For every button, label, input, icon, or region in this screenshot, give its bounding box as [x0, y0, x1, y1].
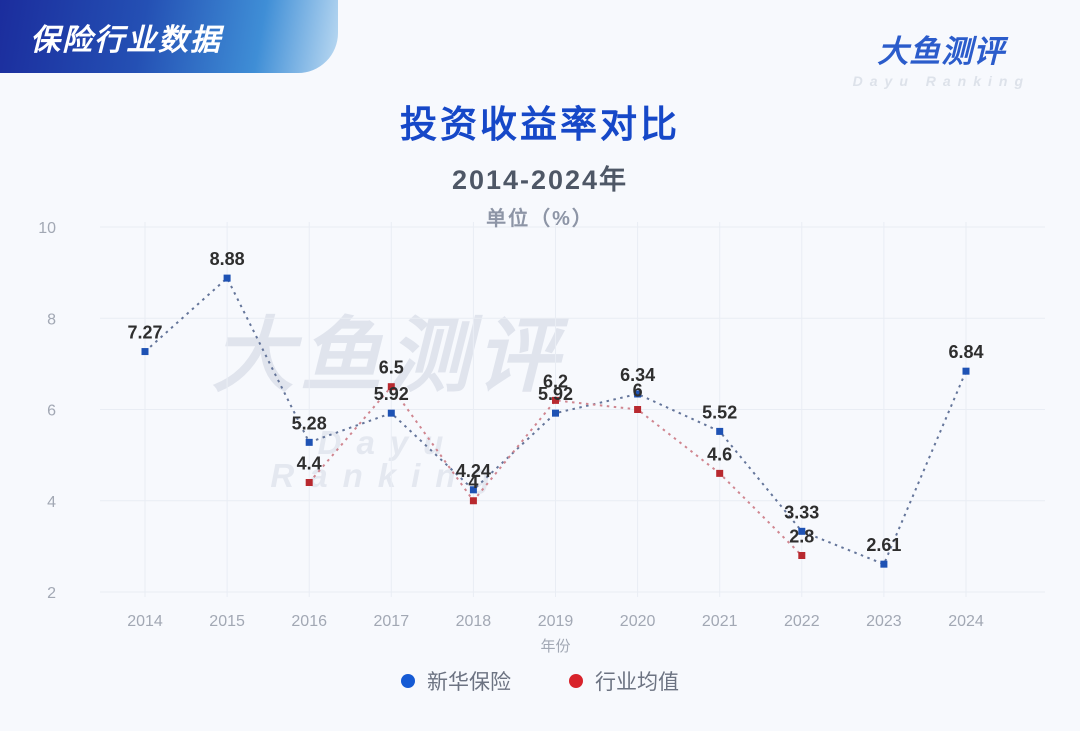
- svg-text:2.61: 2.61: [866, 535, 901, 555]
- svg-text:2023: 2023: [866, 613, 902, 630]
- watermark-subtext: Dayu Ranking: [270, 424, 506, 494]
- svg-text:4.24: 4.24: [456, 461, 491, 481]
- svg-text:8: 8: [47, 311, 56, 328]
- chart-legend: 新华保险 行业均值: [0, 666, 1080, 696]
- svg-text:2021: 2021: [702, 613, 738, 630]
- svg-text:2015: 2015: [209, 613, 245, 630]
- chart-title: 投资收益率对比: [400, 104, 680, 145]
- brand-logo: 大鱼测评 Dayu Ranking: [853, 26, 1030, 89]
- chart-subtitle: 2014-2024年: [451, 165, 629, 195]
- svg-text:10: 10: [38, 220, 56, 237]
- svg-text:4.6: 4.6: [707, 444, 732, 464]
- svg-text:2016: 2016: [291, 613, 327, 630]
- brand-logo-subtext: Dayu Ranking: [852, 73, 1030, 89]
- svg-text:3.33: 3.33: [784, 502, 819, 522]
- svg-text:2024: 2024: [948, 613, 984, 630]
- svg-text:6.5: 6.5: [379, 358, 404, 378]
- svg-text:6.34: 6.34: [620, 365, 655, 385]
- svg-text:2022: 2022: [784, 613, 820, 630]
- svg-text:6: 6: [633, 381, 643, 401]
- svg-text:6: 6: [47, 403, 56, 420]
- svg-text:2.8: 2.8: [789, 527, 814, 547]
- svg-text:2: 2: [47, 585, 56, 602]
- chart-unit-label: 单位（%）: [486, 208, 594, 230]
- svg-text:4.4: 4.4: [297, 454, 322, 474]
- legend-item-xinhua: 新华保险: [401, 666, 511, 696]
- svg-text:4: 4: [47, 494, 56, 511]
- svg-text:5.52: 5.52: [702, 402, 737, 422]
- svg-text:2014: 2014: [127, 613, 163, 630]
- svg-text:4: 4: [468, 472, 478, 492]
- legend-item-industry: 行业均值: [569, 666, 679, 696]
- watermark: 大鱼测评 Dayu Ranking: [192, 311, 584, 494]
- header-badge: 保险行业数据: [0, 0, 338, 73]
- legend-dot-blue: [401, 674, 415, 688]
- svg-text:5.92: 5.92: [374, 384, 409, 404]
- svg-text:5.92: 5.92: [538, 384, 573, 404]
- svg-text:2020: 2020: [620, 613, 656, 630]
- legend-label-industry: 行业均值: [595, 671, 679, 694]
- svg-text:6.2: 6.2: [543, 371, 568, 391]
- svg-text:2017: 2017: [374, 613, 410, 630]
- svg-text:2018: 2018: [456, 613, 492, 630]
- legend-dot-red: [569, 674, 583, 688]
- svg-text:年份: 年份: [540, 638, 570, 655]
- brand-logo-text: 大鱼测评: [877, 34, 1006, 69]
- watermark-text: 大鱼测评: [212, 311, 564, 402]
- svg-text:6.84: 6.84: [948, 342, 983, 362]
- svg-text:8.88: 8.88: [210, 249, 245, 269]
- legend-label-xinhua: 新华保险: [427, 671, 511, 694]
- header-badge-label: 保险行业数据: [30, 23, 222, 57]
- svg-text:7.27: 7.27: [127, 323, 162, 343]
- svg-text:5.28: 5.28: [292, 413, 327, 433]
- svg-text:2019: 2019: [538, 613, 574, 630]
